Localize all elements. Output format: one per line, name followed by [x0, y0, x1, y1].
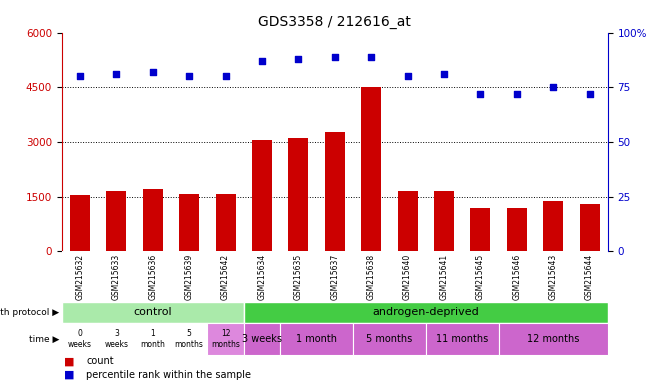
Text: GSM215638: GSM215638 — [367, 253, 376, 300]
Text: 1 month: 1 month — [296, 334, 337, 344]
Text: 12
months: 12 months — [211, 329, 240, 349]
Text: 3 weeks: 3 weeks — [242, 334, 282, 344]
Point — [220, 73, 231, 79]
Text: GSM215636: GSM215636 — [148, 253, 157, 300]
Bar — [143, 189, 162, 251]
Text: 3
weeks: 3 weeks — [105, 329, 128, 349]
Bar — [107, 191, 126, 251]
Text: GSM215640: GSM215640 — [403, 253, 412, 300]
Text: GSM215641: GSM215641 — [439, 253, 448, 300]
Text: GSM215634: GSM215634 — [257, 253, 266, 300]
Text: GDS3358 / 212616_at: GDS3358 / 212616_at — [258, 15, 411, 29]
Point — [75, 73, 85, 79]
Bar — [471, 208, 490, 251]
Point — [257, 58, 267, 64]
Bar — [398, 191, 417, 251]
Point — [439, 71, 449, 77]
Text: GSM215633: GSM215633 — [112, 253, 121, 300]
Bar — [171, 323, 207, 355]
Text: 5
months: 5 months — [175, 329, 203, 349]
Bar — [499, 323, 608, 355]
Bar — [507, 208, 526, 251]
Bar — [244, 323, 280, 355]
Text: 5 months: 5 months — [366, 334, 413, 344]
Text: ■: ■ — [64, 370, 75, 380]
Text: GSM215645: GSM215645 — [476, 253, 485, 300]
Bar — [216, 194, 235, 251]
Text: percentile rank within the sample: percentile rank within the sample — [86, 370, 252, 380]
Text: GSM215642: GSM215642 — [221, 253, 230, 300]
Bar — [179, 194, 199, 251]
Bar — [289, 138, 308, 251]
Point — [366, 54, 376, 60]
Text: control: control — [133, 308, 172, 318]
Text: ■: ■ — [64, 356, 75, 366]
Point — [512, 91, 522, 97]
Point — [148, 69, 158, 75]
Text: time ▶: time ▶ — [29, 334, 59, 344]
Bar — [325, 132, 344, 251]
Text: 1
month: 1 month — [140, 329, 165, 349]
Bar — [426, 323, 499, 355]
Bar — [244, 301, 608, 323]
Bar — [361, 86, 381, 251]
Text: 0
weeks: 0 weeks — [68, 329, 92, 349]
Text: 11 months: 11 months — [436, 334, 488, 344]
Text: androgen-deprived: androgen-deprived — [372, 308, 479, 318]
Bar — [135, 323, 171, 355]
Point — [548, 84, 558, 90]
Text: GSM215637: GSM215637 — [330, 253, 339, 300]
Bar — [543, 201, 563, 251]
Point — [584, 91, 595, 97]
Point — [111, 71, 122, 77]
Bar — [252, 140, 272, 251]
Text: 12 months: 12 months — [527, 334, 579, 344]
Bar — [62, 323, 98, 355]
Bar — [280, 323, 353, 355]
Text: GSM215644: GSM215644 — [585, 253, 594, 300]
Point — [402, 73, 413, 79]
Bar — [353, 323, 426, 355]
Point — [293, 56, 304, 62]
Text: count: count — [86, 356, 114, 366]
Text: GSM215632: GSM215632 — [75, 253, 84, 300]
Bar — [70, 195, 90, 251]
Text: GSM215646: GSM215646 — [512, 253, 521, 300]
Bar — [434, 191, 454, 251]
Text: GSM215639: GSM215639 — [185, 253, 194, 300]
Text: growth protocol ▶: growth protocol ▶ — [0, 308, 59, 317]
Bar — [98, 323, 135, 355]
Text: GSM215635: GSM215635 — [294, 253, 303, 300]
Point — [184, 73, 194, 79]
Point — [330, 54, 340, 60]
Point — [475, 91, 486, 97]
Bar — [62, 301, 244, 323]
Bar — [207, 323, 244, 355]
Bar — [580, 204, 599, 251]
Text: GSM215643: GSM215643 — [549, 253, 558, 300]
